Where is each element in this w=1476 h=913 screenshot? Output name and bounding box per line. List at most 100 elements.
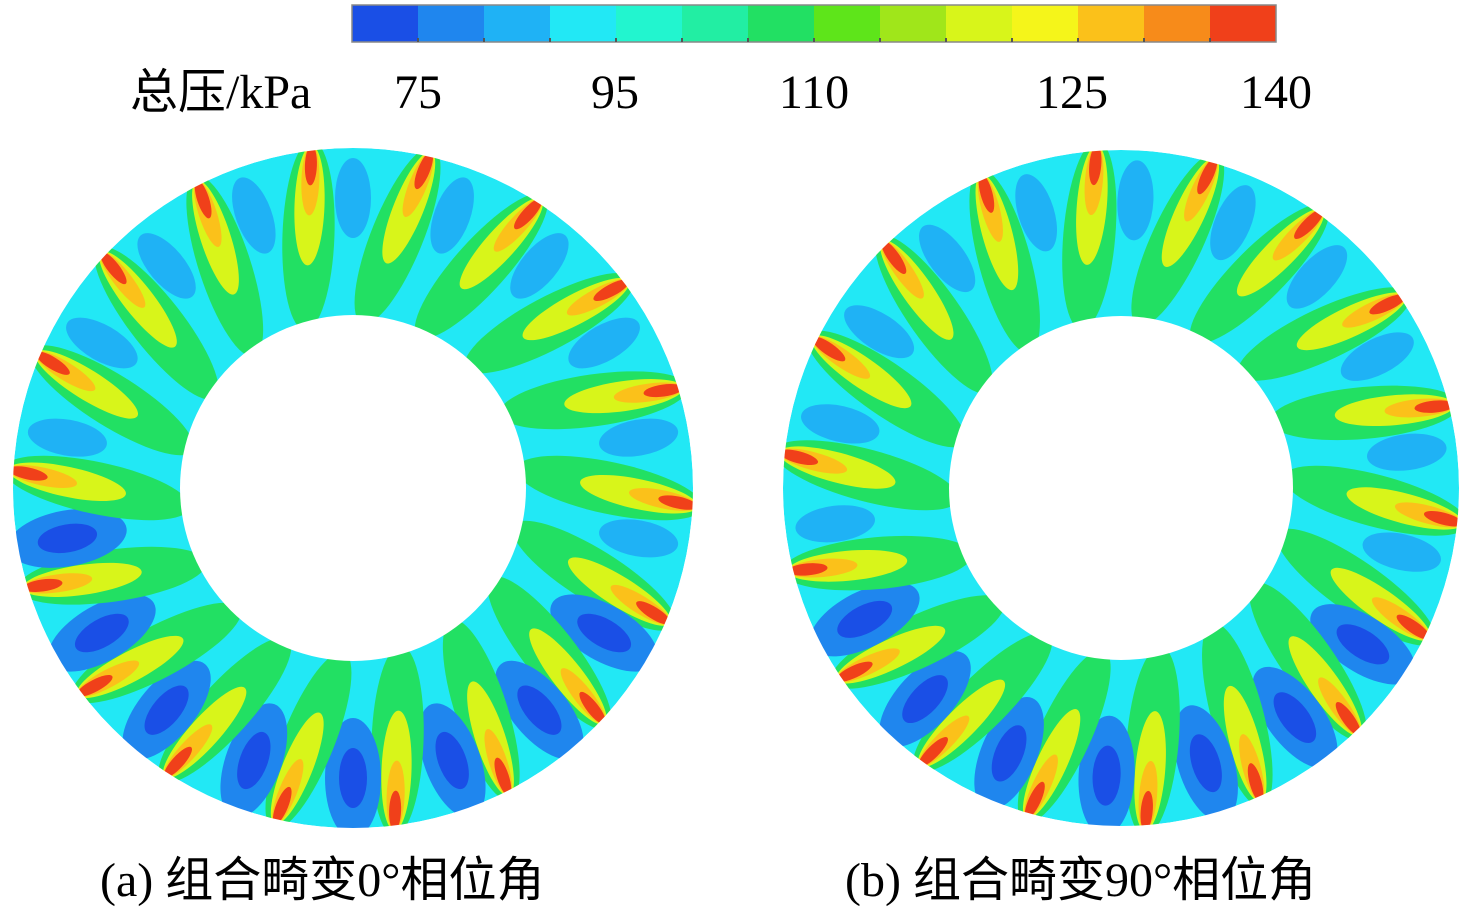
- colorbar-segment: [814, 5, 881, 42]
- contour-band: [1396, 614, 1431, 640]
- contour-band: [494, 757, 512, 796]
- contour-band: [1189, 734, 1222, 793]
- colorbar-tick-label: 110: [779, 66, 849, 119]
- colorbar-segment: [352, 5, 419, 42]
- contour-blade: [1202, 622, 1273, 807]
- contour-blade: [1283, 465, 1468, 536]
- contour-band: [76, 674, 113, 697]
- contour-blade: [464, 272, 635, 374]
- contour-blade: [913, 632, 1053, 772]
- contour-band: [237, 731, 271, 790]
- contour-band: [1210, 185, 1256, 261]
- contour-blade: [3, 455, 190, 521]
- contour-band: [779, 449, 819, 466]
- contour-band: [430, 177, 474, 254]
- contour-blade: [1131, 152, 1225, 327]
- contour-band: [577, 613, 632, 653]
- colorbar-segment: [1078, 5, 1145, 42]
- contour-blade: [1125, 646, 1180, 836]
- contour-blade: [94, 246, 219, 400]
- contour-band: [232, 177, 276, 254]
- panel-caption: (a) 组合畸变0°相位角: [100, 854, 544, 907]
- contour-band: [513, 198, 543, 230]
- contour-band: [787, 563, 828, 576]
- colorbar-segment: [550, 5, 617, 42]
- contour-band: [66, 317, 138, 369]
- contour-band: [1336, 624, 1390, 665]
- contour-band: [435, 731, 469, 790]
- contour-band: [1197, 157, 1218, 195]
- contour-band: [991, 725, 1027, 782]
- contour-band: [881, 240, 907, 275]
- colorbar-segment: [946, 5, 1013, 42]
- contour-band: [74, 613, 129, 653]
- contour-blade: [1276, 528, 1436, 646]
- contour-band: [1367, 433, 1447, 471]
- contour-band: [1117, 160, 1154, 241]
- contour-band: [918, 737, 948, 767]
- contour-band: [919, 224, 976, 293]
- colorbar-segment: [1210, 5, 1277, 42]
- contour-band: [1369, 294, 1406, 315]
- contour-band: [599, 418, 679, 457]
- contour-band: [1423, 510, 1463, 527]
- contour-band: [811, 336, 846, 362]
- contour-band: [510, 233, 569, 299]
- colorbar-label: 总压/kPa: [130, 66, 311, 119]
- contour-blade: [371, 645, 424, 836]
- contour-band: [137, 233, 196, 299]
- contour-band: [517, 685, 562, 735]
- contour-blade: [282, 140, 335, 331]
- contour-blade: [487, 576, 612, 730]
- contour-band: [1340, 332, 1414, 381]
- contour-band: [1335, 701, 1361, 736]
- contour-blade: [186, 175, 264, 357]
- contour-blade: [512, 520, 676, 631]
- contour-band: [35, 351, 70, 375]
- contour-band: [22, 578, 63, 593]
- colorbar: 75 95 110 125 140: [351, 4, 1312, 119]
- contour-band: [37, 523, 98, 554]
- contour-blade: [1062, 140, 1117, 330]
- contour-band: [658, 495, 698, 510]
- contour-blade: [414, 193, 548, 339]
- contour-band: [902, 675, 948, 724]
- contour-blade: [158, 637, 292, 783]
- contour-blade: [516, 455, 703, 521]
- contour-blade: [1017, 649, 1111, 824]
- contour-band: [636, 601, 671, 625]
- contour-plots: [3, 140, 1468, 838]
- contour-band: [643, 383, 684, 398]
- contour-band: [389, 790, 402, 831]
- contour-band: [1015, 174, 1057, 252]
- contour-blade: [831, 595, 1005, 689]
- colorbar-tick-label: 75: [394, 66, 442, 119]
- contour-band: [1089, 145, 1102, 186]
- contour-band: [593, 279, 630, 302]
- contour-blade: [442, 619, 520, 801]
- contour-band: [837, 600, 893, 638]
- contour-blade: [499, 371, 689, 430]
- contour-plot: [774, 140, 1468, 836]
- contour-band: [1286, 245, 1348, 309]
- contour-band: [414, 151, 434, 190]
- colorbar-segment: [1144, 5, 1211, 42]
- contour-band: [795, 505, 875, 543]
- contour-band: [978, 174, 995, 213]
- contour-band: [144, 685, 189, 735]
- contour-band: [1294, 209, 1324, 239]
- contour-band: [1362, 532, 1441, 572]
- contour-band: [844, 305, 915, 359]
- contour-band: [100, 251, 127, 285]
- colorbar-segment: [880, 5, 947, 42]
- colorbar-segment: [682, 5, 749, 42]
- contour-band: [836, 661, 873, 682]
- contour-band: [599, 519, 679, 558]
- colorbar-segment: [1012, 5, 1079, 42]
- contour-band: [1273, 692, 1317, 743]
- contour-band: [304, 145, 317, 186]
- colorbar-tick-label: 125: [1036, 66, 1108, 119]
- colorbar-tick-label: 95: [591, 66, 639, 119]
- colorbar-segment: [418, 5, 485, 42]
